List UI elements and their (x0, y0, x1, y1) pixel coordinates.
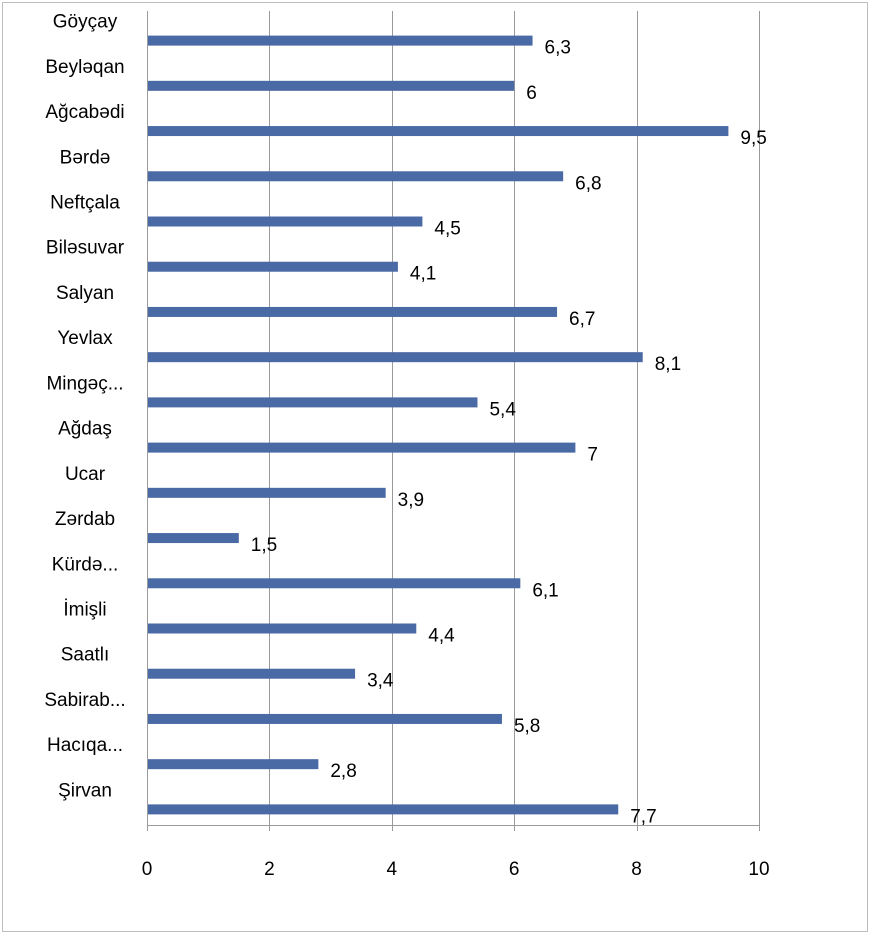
bar (148, 352, 643, 363)
data-label: 7 (587, 445, 598, 466)
x-tick-label: 10 (748, 859, 769, 880)
data-label: 1,5 (251, 535, 277, 556)
bar (148, 623, 417, 634)
bar (148, 442, 576, 453)
bar (148, 397, 478, 408)
bar (148, 216, 423, 227)
data-label: 3,4 (367, 671, 394, 692)
category-label: Bərdə (60, 147, 111, 168)
category-label: Ucar (65, 464, 106, 485)
data-label: 7,7 (630, 806, 656, 827)
x-tick-label: 0 (142, 859, 153, 880)
category-labels: Göyçay Beyləqan Ağcabədi Bərdə Neftçala Biləs… (44, 12, 125, 802)
category-label: Göyçay (53, 12, 118, 33)
x-tick-label: 4 (387, 859, 398, 880)
data-label: 6,3 (545, 38, 571, 59)
category-label: Mingəç... (46, 373, 123, 394)
bar (148, 668, 356, 679)
data-label: 5,8 (514, 716, 540, 737)
bar (148, 533, 239, 544)
bar (148, 261, 398, 272)
x-tick-labels: 0 2 4 6 8 10 (142, 859, 770, 880)
bar (148, 126, 729, 137)
bar (148, 713, 502, 724)
data-label: 4,4 (428, 626, 455, 647)
category-label: Şirvan (58, 780, 112, 801)
data-labels: 6,3 6 9,5 6,8 4,5 4,1 6,7 8,1 5,4 7 3,9 1,5 6,1 4,4 3,… (251, 38, 767, 828)
bar (148, 759, 319, 770)
data-label: 8,1 (655, 354, 681, 375)
category-label: Sabirab... (44, 690, 125, 711)
category-label: Ağdaş (58, 419, 112, 440)
category-label: Beyləqan (45, 57, 124, 78)
category-label: Ağcabədi (45, 102, 124, 123)
bar (148, 804, 619, 815)
data-label: 6,1 (532, 580, 558, 601)
data-label: 6,7 (569, 309, 595, 330)
data-label: 2,8 (330, 761, 356, 782)
bar-chart: Göyçay Beyləqan Ağcabədi Bərdə Neftçala Biləs… (44, 11, 770, 880)
category-label: Kürdə... (52, 554, 119, 575)
category-label: İmişli (63, 600, 106, 621)
data-label: 4,5 (434, 219, 460, 240)
data-label: 6,8 (575, 173, 601, 194)
data-label: 4,1 (410, 264, 436, 285)
x-tick-label: 2 (264, 859, 275, 880)
category-label: Biləsuvar (46, 238, 125, 259)
gridlines (147, 11, 760, 831)
category-label: Zərdab (55, 509, 115, 530)
category-label: Yevlax (57, 328, 113, 349)
x-tick-label: 8 (631, 859, 642, 880)
category-label: Salyan (56, 283, 114, 304)
bar (148, 306, 558, 317)
bar (148, 35, 533, 46)
bar (148, 487, 386, 498)
bar (148, 578, 521, 589)
data-label: 6 (526, 83, 537, 104)
category-label: Hacıqa... (47, 735, 123, 756)
data-label: 3,9 (398, 490, 424, 511)
data-label: 5,4 (489, 399, 516, 420)
bar (148, 80, 515, 91)
category-label: Neftçala (50, 193, 120, 214)
bar (148, 171, 564, 182)
category-label: Saatlı (61, 645, 110, 666)
bars (148, 35, 729, 815)
x-tick-label: 6 (509, 859, 520, 880)
data-label: 9,5 (740, 128, 766, 149)
